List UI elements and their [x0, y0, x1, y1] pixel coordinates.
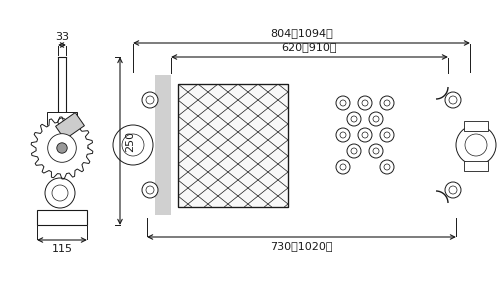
Circle shape — [340, 132, 346, 138]
Circle shape — [358, 96, 372, 110]
Circle shape — [45, 178, 75, 208]
Circle shape — [380, 96, 394, 110]
Circle shape — [340, 164, 346, 170]
Circle shape — [336, 128, 350, 142]
Circle shape — [340, 100, 346, 106]
Circle shape — [113, 125, 153, 165]
Bar — [464, 161, 488, 171]
Circle shape — [336, 96, 350, 110]
Text: 804（1094）: 804（1094） — [270, 28, 333, 38]
Circle shape — [445, 182, 461, 198]
Circle shape — [373, 116, 379, 122]
Circle shape — [122, 134, 144, 156]
Text: 250: 250 — [125, 130, 135, 152]
Bar — [178, 84, 288, 207]
Text: 730（1020）: 730（1020） — [270, 241, 333, 251]
Bar — [37, 210, 87, 225]
Circle shape — [445, 92, 461, 108]
Circle shape — [52, 185, 68, 201]
Circle shape — [57, 143, 67, 153]
Bar — [155, 75, 171, 215]
Circle shape — [369, 112, 383, 126]
Circle shape — [351, 148, 357, 154]
Bar — [56, 113, 84, 139]
Circle shape — [146, 96, 154, 104]
Bar — [178, 84, 288, 207]
Circle shape — [347, 112, 361, 126]
Circle shape — [380, 160, 394, 174]
Circle shape — [465, 134, 487, 156]
Circle shape — [373, 148, 379, 154]
FancyBboxPatch shape — [155, 75, 448, 215]
Circle shape — [146, 186, 154, 194]
Polygon shape — [31, 117, 93, 179]
Text: 33: 33 — [55, 32, 69, 42]
Circle shape — [58, 118, 66, 126]
Text: 620（910）: 620（910） — [282, 42, 337, 52]
Circle shape — [336, 160, 350, 174]
Circle shape — [449, 96, 457, 104]
Circle shape — [358, 128, 372, 142]
Text: 115: 115 — [52, 244, 72, 254]
Circle shape — [384, 100, 390, 106]
Bar — [47, 112, 77, 132]
Circle shape — [142, 92, 158, 108]
Circle shape — [48, 134, 76, 162]
Circle shape — [362, 132, 368, 138]
Circle shape — [362, 100, 368, 106]
Bar — [464, 121, 488, 131]
Circle shape — [456, 125, 496, 165]
Circle shape — [142, 182, 158, 198]
Circle shape — [380, 128, 394, 142]
Circle shape — [351, 116, 357, 122]
Circle shape — [369, 144, 383, 158]
Circle shape — [384, 132, 390, 138]
Circle shape — [384, 164, 390, 170]
Circle shape — [347, 144, 361, 158]
Circle shape — [449, 186, 457, 194]
